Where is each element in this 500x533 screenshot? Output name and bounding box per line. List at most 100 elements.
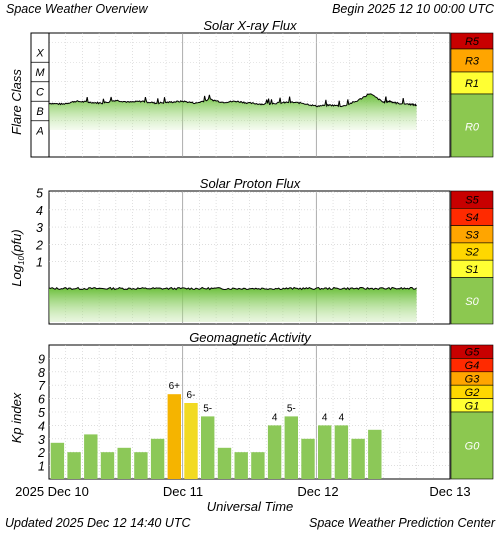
proton-ytick: 1 <box>36 256 43 270</box>
proton-ylabel-main: Log <box>9 264 24 286</box>
r-scale-label: R0 <box>465 122 480 134</box>
xaxis-tick-3: Dec 13 <box>429 484 470 499</box>
proton-scale-column: S5 S4 S3 S2 S1 S0 <box>450 190 494 325</box>
r-scale-label: R1 <box>465 78 479 90</box>
r-scale-cell <box>450 93 494 158</box>
footer-updated: Updated 2025 Dec 12 14:40 UTC <box>5 516 192 530</box>
kp-bar-label: 6+ <box>169 381 181 392</box>
kp-bar <box>184 403 198 479</box>
kp-ytick: 1 <box>38 460 45 474</box>
geomag-grid <box>49 345 450 479</box>
s-scale-label: S5 <box>465 195 479 207</box>
s-scale-label: S1 <box>465 264 478 276</box>
kp-bar-labels: 6+6-5-45-4 4 <box>169 381 345 423</box>
xray-class-box <box>30 32 50 158</box>
proton-flux-line <box>48 286 417 291</box>
kp-bar-label: 4 <box>339 412 345 423</box>
kp-bar-label: 4 <box>272 412 278 423</box>
kp-bar <box>368 429 382 479</box>
flare-class-label: A <box>35 126 43 138</box>
g-scale-label: G4 <box>465 360 480 372</box>
g-scale-cell <box>450 411 494 480</box>
proton-panel: 1 2 3 4 5 S5 S4 S3 S2 S1 S0 <box>35 187 494 325</box>
flare-class-label: X <box>35 48 44 60</box>
header-title: Space Weather Overview <box>6 2 148 16</box>
kp-bar <box>301 438 315 479</box>
proton-flux-area <box>49 287 417 322</box>
kp-ytick: 5 <box>38 406 45 420</box>
proton-ytick: 2 <box>35 238 43 252</box>
footer-source: Space Weather Prediction Center <box>309 516 496 530</box>
kp-bar <box>134 452 148 479</box>
proton-yticks: 1 2 3 4 5 <box>35 187 43 270</box>
kp-ytick: 7 <box>38 379 46 393</box>
geomag-ylabel: Kp index <box>9 392 24 443</box>
xaxis-tick-0: 2025 Dec 10 <box>15 484 89 499</box>
kp-bar <box>351 438 365 479</box>
kp-bar <box>50 442 65 479</box>
xaxis-label: Universal Time <box>207 499 294 514</box>
kp-bar <box>150 438 165 479</box>
proton-ytick: 5 <box>36 187 43 201</box>
s-scale-cell <box>450 277 494 325</box>
kp-ytick: 4 <box>38 419 45 433</box>
proton-ytick: 4 <box>36 204 43 218</box>
s-scale-label: S2 <box>465 247 478 259</box>
g-scale-label: G5 <box>465 347 481 359</box>
r-scale-label: R5 <box>465 36 480 48</box>
xaxis-tick-1: Dec 11 <box>163 484 203 499</box>
xray-plot-frame <box>48 32 451 158</box>
g-scale-label: G3 <box>465 374 481 386</box>
kp-bar <box>267 425 282 479</box>
geomag-panel-title: Geomagnetic Activity <box>189 330 312 345</box>
kp-bar <box>201 416 215 479</box>
kp-bar <box>284 416 298 479</box>
kp-bar <box>234 452 248 479</box>
kp-bar <box>334 425 349 479</box>
xray-flux-area <box>49 93 417 130</box>
proton-ylabel-sub: 10 <box>17 256 26 265</box>
proton-ytick: 3 <box>36 221 43 235</box>
kp-bar <box>217 447 232 479</box>
kp-bar <box>84 434 98 479</box>
kp-ytick: 2 <box>37 446 45 460</box>
kp-bar-label: 5- <box>203 403 212 414</box>
kp-ytick: 3 <box>38 433 45 447</box>
flare-class-label: M <box>35 67 45 79</box>
kp-ytick: 9 <box>38 352 45 366</box>
kp-bar-label: 5- <box>287 403 296 414</box>
kp-bar <box>100 452 115 479</box>
kp-bar <box>318 425 332 479</box>
g-scale-label: G2 <box>465 387 480 399</box>
g-scale-label: G0 <box>465 441 481 453</box>
proton-panel-title: Solar Proton Flux <box>200 176 301 191</box>
xray-panel-title: Solar X-ray Flux <box>203 18 297 33</box>
s-scale-label: S3 <box>465 229 479 241</box>
xray-ylabel: Flare Class <box>9 69 24 135</box>
header-begin: Begin 2025 12 10 00:00 UTC <box>332 2 495 16</box>
kp-ytick: 8 <box>38 366 45 380</box>
s-scale-label: S4 <box>465 212 478 224</box>
s-scale-label: S0 <box>465 296 479 308</box>
kp-ytick: 6 <box>38 393 45 407</box>
kp-bar <box>67 452 81 479</box>
kp-bar <box>251 452 265 479</box>
kp-bar-label: 6- <box>187 390 196 401</box>
proton-ylabel-rest: (pfu) <box>9 229 24 256</box>
kp-bars <box>50 394 382 479</box>
xray-flux-line <box>48 93 417 108</box>
proton-fill <box>49 287 417 322</box>
g-scale-label: G1 <box>465 400 480 412</box>
proton-ylabel: Log10(pfu) <box>9 229 26 286</box>
r-scale-label: R3 <box>465 56 480 68</box>
xaxis-tick-2: Dec 12 <box>297 484 338 499</box>
kp-bar-label: 4 <box>322 412 328 423</box>
flare-class-label: C <box>36 87 44 99</box>
xray-scale-column: R5 R3 R1 R0 <box>450 32 494 158</box>
flare-class-label: B <box>36 106 43 118</box>
